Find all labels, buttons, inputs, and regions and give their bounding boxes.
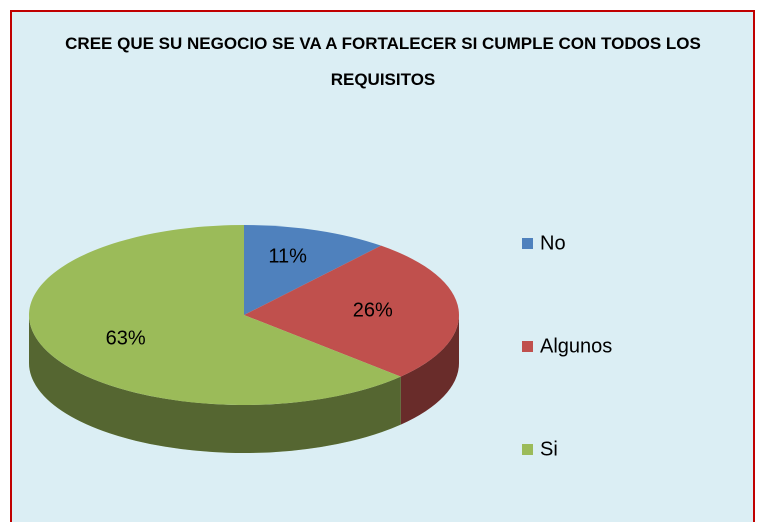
- slice: [244, 225, 382, 315]
- legend-swatch: [522, 341, 533, 352]
- chart-title: CREE QUE SU NEGOCIO SE VA A FORTALECER S…: [65, 34, 701, 89]
- legend-swatch: [522, 238, 533, 249]
- slice: [29, 225, 401, 405]
- legend-label: Si: [540, 438, 558, 460]
- legend-swatch: [522, 444, 533, 455]
- data-label: 11%: [268, 246, 307, 268]
- legend-label: Algunos: [540, 335, 612, 357]
- data-label: 26%: [353, 299, 393, 321]
- slice: [244, 245, 460, 377]
- data-label: 63%: [106, 328, 146, 350]
- slice-side: [29, 315, 401, 454]
- legend-label: No: [540, 232, 566, 254]
- slice-side: [400, 315, 459, 425]
- slice-side-shade: [29, 315, 401, 454]
- slice-side-shade: [400, 315, 459, 425]
